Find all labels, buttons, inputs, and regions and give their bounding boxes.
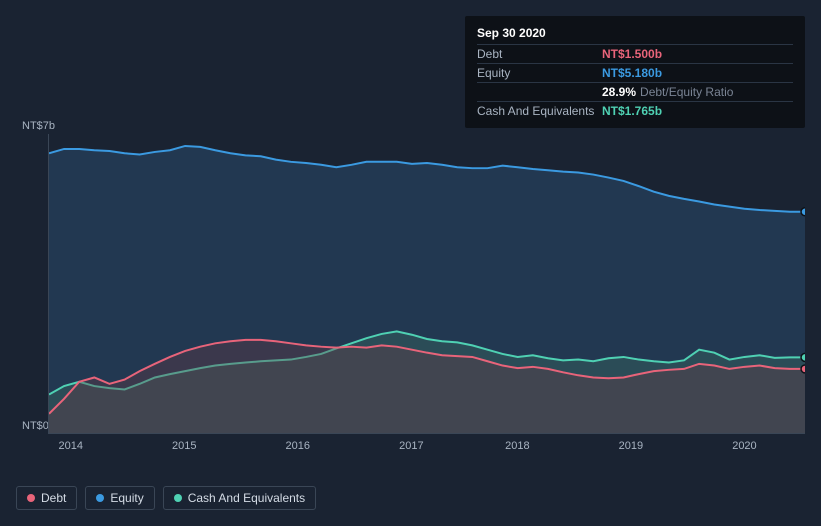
y-axis-label-max: NT$7b: [22, 120, 55, 132]
plot-region[interactable]: [48, 134, 805, 434]
series-end-dot-debt: [801, 365, 805, 373]
tooltip-row-label: Cash And Equivalents: [477, 104, 602, 118]
x-axis-label: 2014: [58, 440, 82, 452]
legend-label: Cash And Equivalents: [188, 491, 305, 505]
x-axis-label: 2017: [399, 440, 423, 452]
x-axis-labels: 2014 2015 2016 2017 2018 2019 2020: [48, 440, 805, 460]
legend-item[interactable]: Debt: [16, 486, 77, 510]
tooltip-row: Cash And EquivalentsNT$1.765b: [477, 102, 793, 120]
legend-dot-icon: [174, 494, 182, 502]
x-axis-label: 2018: [505, 440, 529, 452]
x-axis-label: 2020: [732, 440, 756, 452]
tooltip-row-label: Debt: [477, 47, 602, 61]
data-tooltip: Sep 30 2020 DebtNT$1.500bEquityNT$5.180b…: [465, 16, 805, 128]
tooltip-row: 28.9%Debt/Equity Ratio: [477, 83, 793, 102]
x-axis-label: 2016: [286, 440, 310, 452]
legend-label: Equity: [110, 491, 143, 505]
tooltip-row: EquityNT$5.180b: [477, 64, 793, 83]
tooltip-row-sublabel: Debt/Equity Ratio: [640, 85, 733, 99]
chart-area: NT$7b NT$0 2014201520162017201820192020: [16, 120, 805, 440]
tooltip-row-label: [477, 85, 602, 99]
tooltip-row-value: NT$1.765b: [602, 104, 662, 118]
chart-container: Sep 30 2020 DebtNT$1.500bEquityNT$5.180b…: [0, 0, 821, 526]
tooltip-row-value: NT$5.180b: [602, 66, 662, 80]
series-end-dot-cash: [801, 353, 805, 361]
legend-dot-icon: [27, 494, 35, 502]
legend-item[interactable]: Equity: [85, 486, 154, 510]
tooltip-row-value: 28.9%Debt/Equity Ratio: [602, 85, 733, 99]
legend-label: Debt: [41, 491, 66, 505]
x-axis-label: 2019: [619, 440, 643, 452]
y-axis-label-min: NT$0: [22, 420, 49, 432]
tooltip-row-label: Equity: [477, 66, 602, 80]
tooltip-row-value: NT$1.500b: [602, 47, 662, 61]
legend-dot-icon: [96, 494, 104, 502]
legend: Debt Equity Cash And Equivalents: [16, 486, 316, 510]
legend-item[interactable]: Cash And Equivalents: [163, 486, 316, 510]
tooltip-date: Sep 30 2020: [477, 24, 793, 45]
x-axis-label: 2015: [172, 440, 196, 452]
series-end-dot-equity: [801, 208, 805, 216]
tooltip-row: DebtNT$1.500b: [477, 45, 793, 64]
